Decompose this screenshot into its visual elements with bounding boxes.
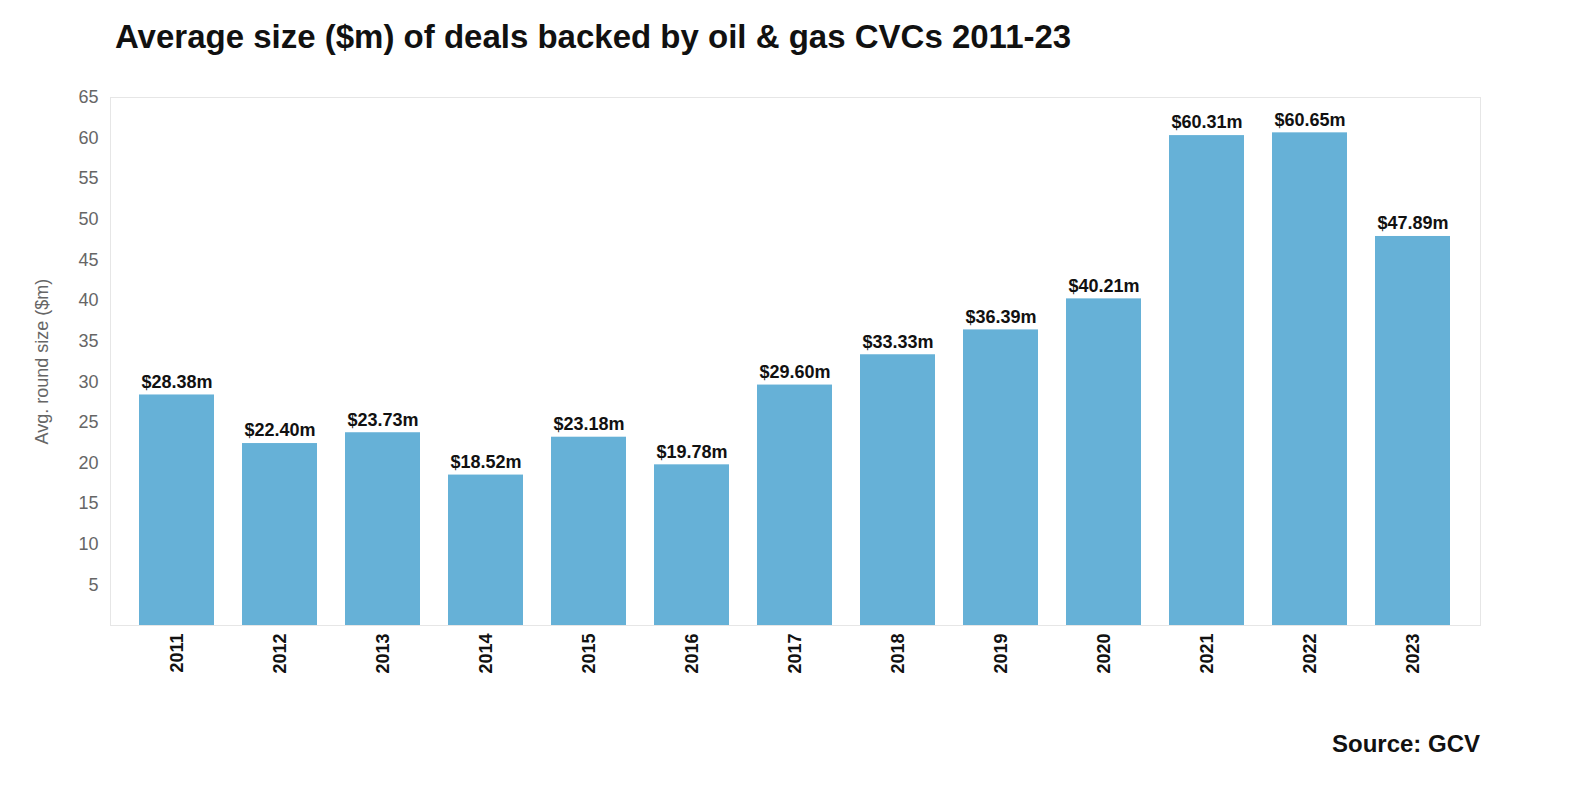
svg-text:$60.65m: $60.65m <box>1274 110 1345 130</box>
svg-text:$18.52m: $18.52m <box>450 452 521 472</box>
svg-text:$19.78m: $19.78m <box>656 442 727 462</box>
svg-text:15: 15 <box>78 493 98 513</box>
svg-text:Avg. round size ($m): Avg. round size ($m) <box>32 279 52 445</box>
svg-text:$40.21m: $40.21m <box>1068 276 1139 296</box>
svg-text:2013: 2013 <box>373 634 393 674</box>
html-text:Source: GCV: Source: GCV <box>1332 730 1480 757</box>
svg-text:$36.39m: $36.39m <box>965 307 1036 327</box>
svg-text:2022: 2022 <box>1300 634 1320 674</box>
svg-text:2012: 2012 <box>270 634 290 674</box>
svg-text:2017: 2017 <box>785 634 805 674</box>
svg-text:5: 5 <box>88 575 98 595</box>
svg-text:20: 20 <box>78 453 98 473</box>
svg-text:2018: 2018 <box>888 634 908 674</box>
svg-text:35: 35 <box>78 331 98 351</box>
svg-text:2023: 2023 <box>1403 634 1423 674</box>
svg-text:25: 25 <box>78 412 98 432</box>
svg-text:2016: 2016 <box>682 634 702 674</box>
html-text:Average size ($m) of deals bac: Average size ($m) of deals backed by oil… <box>115 18 1072 55</box>
svg-text:$28.38m: $28.38m <box>141 372 212 392</box>
svg-text:2014: 2014 <box>476 634 496 674</box>
svg-text:45: 45 <box>78 250 98 270</box>
svg-text:$60.31m: $60.31m <box>1171 112 1242 132</box>
svg-text:$29.60m: $29.60m <box>759 362 830 382</box>
svg-text:$22.40m: $22.40m <box>244 420 315 440</box>
svg-text:60: 60 <box>78 128 98 148</box>
svg-text:65: 65 <box>78 87 98 107</box>
svg-text:$23.18m: $23.18m <box>553 414 624 434</box>
svg-text:2021: 2021 <box>1197 634 1217 674</box>
svg-text:40: 40 <box>78 290 98 310</box>
svg-text:$47.89m: $47.89m <box>1377 213 1448 233</box>
svg-text:10: 10 <box>78 534 98 554</box>
svg-text:50: 50 <box>78 209 98 229</box>
svg-text:55: 55 <box>78 168 98 188</box>
svg-text:$33.33m: $33.33m <box>862 332 933 352</box>
svg-text:2020: 2020 <box>1094 634 1114 674</box>
svg-text:2015: 2015 <box>579 634 599 674</box>
svg-text:2019: 2019 <box>991 634 1011 674</box>
svg-text:$23.73m: $23.73m <box>347 409 418 429</box>
svg-text:30: 30 <box>78 372 98 392</box>
svg-text:2011: 2011 <box>167 634 187 673</box>
